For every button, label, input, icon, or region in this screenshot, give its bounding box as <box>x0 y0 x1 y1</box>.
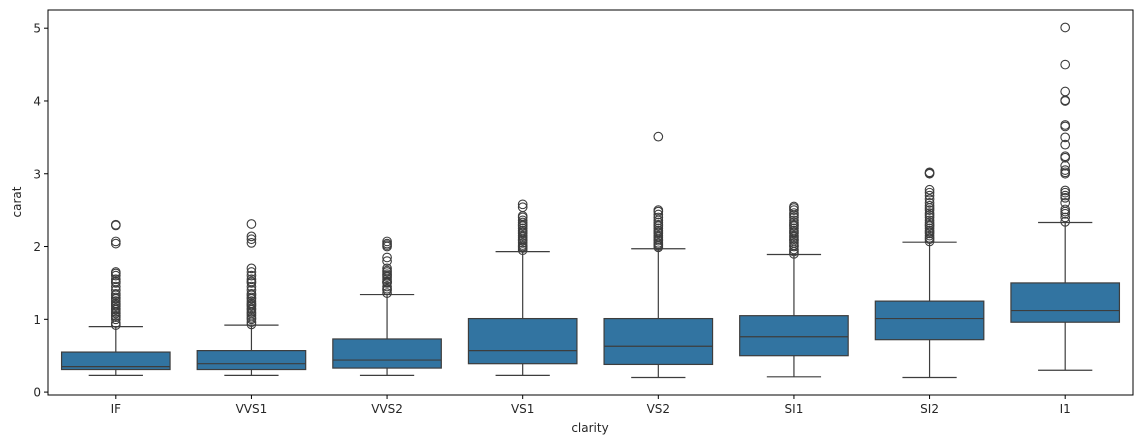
x-tick-label: VS1 <box>511 402 534 416</box>
outlier-point <box>246 270 257 281</box>
outlier-point <box>653 205 664 215</box>
outlier-point <box>1060 86 1071 97</box>
outlier-point <box>1060 204 1071 215</box>
outlier-point <box>924 194 935 205</box>
y-axis-label: carat <box>10 186 24 217</box>
y-tick-label: 5 <box>33 22 41 36</box>
box-group-vs1 <box>467 199 578 376</box>
outlier-point <box>110 236 121 247</box>
outlier-point <box>1060 120 1071 130</box>
outlier-point <box>1060 165 1071 175</box>
outlier-point <box>246 267 257 277</box>
y-axis: 0 1 2 3 4 5 <box>33 22 48 400</box>
outlier-point <box>382 236 392 247</box>
iqr-box <box>1010 282 1121 323</box>
box-group-si1 <box>739 201 849 378</box>
outlier-point <box>924 215 935 226</box>
outlier-point <box>1060 22 1071 33</box>
box-group-si2 <box>874 167 985 379</box>
y-tick-label: 0 <box>33 386 41 400</box>
outlier-point <box>1060 151 1071 162</box>
outlier-point <box>924 184 935 195</box>
outlier-point <box>1060 212 1071 223</box>
iqr-box <box>603 317 714 366</box>
iqr-box <box>332 338 442 369</box>
outlier-point <box>246 281 257 292</box>
outlier-point <box>517 215 528 226</box>
x-tick-label: SI1 <box>785 402 804 416</box>
outlier-point <box>1060 198 1071 208</box>
outlier-point <box>1060 132 1071 143</box>
box-group-vvs1 <box>196 219 307 376</box>
outlier-point <box>110 281 121 292</box>
outlier-point <box>1060 160 1071 171</box>
outlier-point <box>789 215 799 226</box>
outlier-point <box>924 200 935 211</box>
outlier-point <box>246 219 257 229</box>
iqr-box <box>739 315 849 357</box>
x-axis: IF VVS1 VVS2 VS1 VS2 SI1 SI2 I1 <box>111 395 1071 416</box>
x-tick-label: SI2 <box>920 402 939 416</box>
x-tick-label: I1 <box>1060 402 1071 416</box>
outlier-point <box>382 252 392 263</box>
outlier-point <box>653 212 664 223</box>
outlier-point <box>1060 185 1071 196</box>
y-tick-label: 3 <box>33 167 41 181</box>
outlier-point <box>924 198 935 208</box>
outlier-point <box>246 263 257 274</box>
iqr-box <box>874 300 985 341</box>
box-group-if <box>60 219 171 376</box>
y-tick-label: 4 <box>33 94 41 108</box>
outlier-point <box>1060 216 1071 227</box>
box-group-vs2 <box>603 131 714 379</box>
outlier-point <box>382 263 392 274</box>
outlier-point <box>110 274 121 285</box>
plot-frame <box>47 9 1134 396</box>
outlier-point <box>382 288 392 298</box>
outlier-point <box>110 288 121 299</box>
outlier-point <box>517 202 528 213</box>
outlier-point <box>246 238 257 248</box>
outlier-point <box>789 208 799 218</box>
outlier-point <box>110 267 121 277</box>
outlier-point <box>246 234 257 245</box>
outlier-point <box>924 190 935 201</box>
outlier-point <box>1060 139 1071 150</box>
outlier-point <box>246 231 257 242</box>
boxes-layer <box>60 22 1121 379</box>
outlier-point <box>653 209 664 220</box>
x-tick-label: VVS1 <box>236 402 268 416</box>
outlier-point <box>110 318 121 328</box>
x-tick-label: VS2 <box>647 402 670 416</box>
outlier-point <box>924 187 935 198</box>
outlier-point <box>246 274 257 285</box>
x-axis-label: clarity <box>571 421 608 435</box>
x-tick-label: IF <box>111 402 122 416</box>
box-group-i1 <box>1010 22 1121 371</box>
iqr-box <box>196 350 307 371</box>
outlier-point <box>246 288 257 299</box>
iqr-box <box>467 317 578 365</box>
outlier-point <box>382 256 392 266</box>
outlier-point <box>1060 190 1071 201</box>
outlier-point <box>789 201 799 212</box>
y-tick-label: 2 <box>33 240 41 254</box>
box-group-vvs2 <box>332 236 442 376</box>
outlier-point <box>924 208 935 218</box>
outlier-point <box>517 199 528 210</box>
outlier-point <box>1060 59 1071 70</box>
y-tick-label: 1 <box>33 313 41 327</box>
outlier-point <box>924 167 935 178</box>
outlier-point <box>653 131 664 142</box>
outlier-point <box>110 219 121 230</box>
outlier-point <box>382 281 392 292</box>
x-tick-label: VVS2 <box>371 402 403 416</box>
iqr-box <box>60 351 171 371</box>
